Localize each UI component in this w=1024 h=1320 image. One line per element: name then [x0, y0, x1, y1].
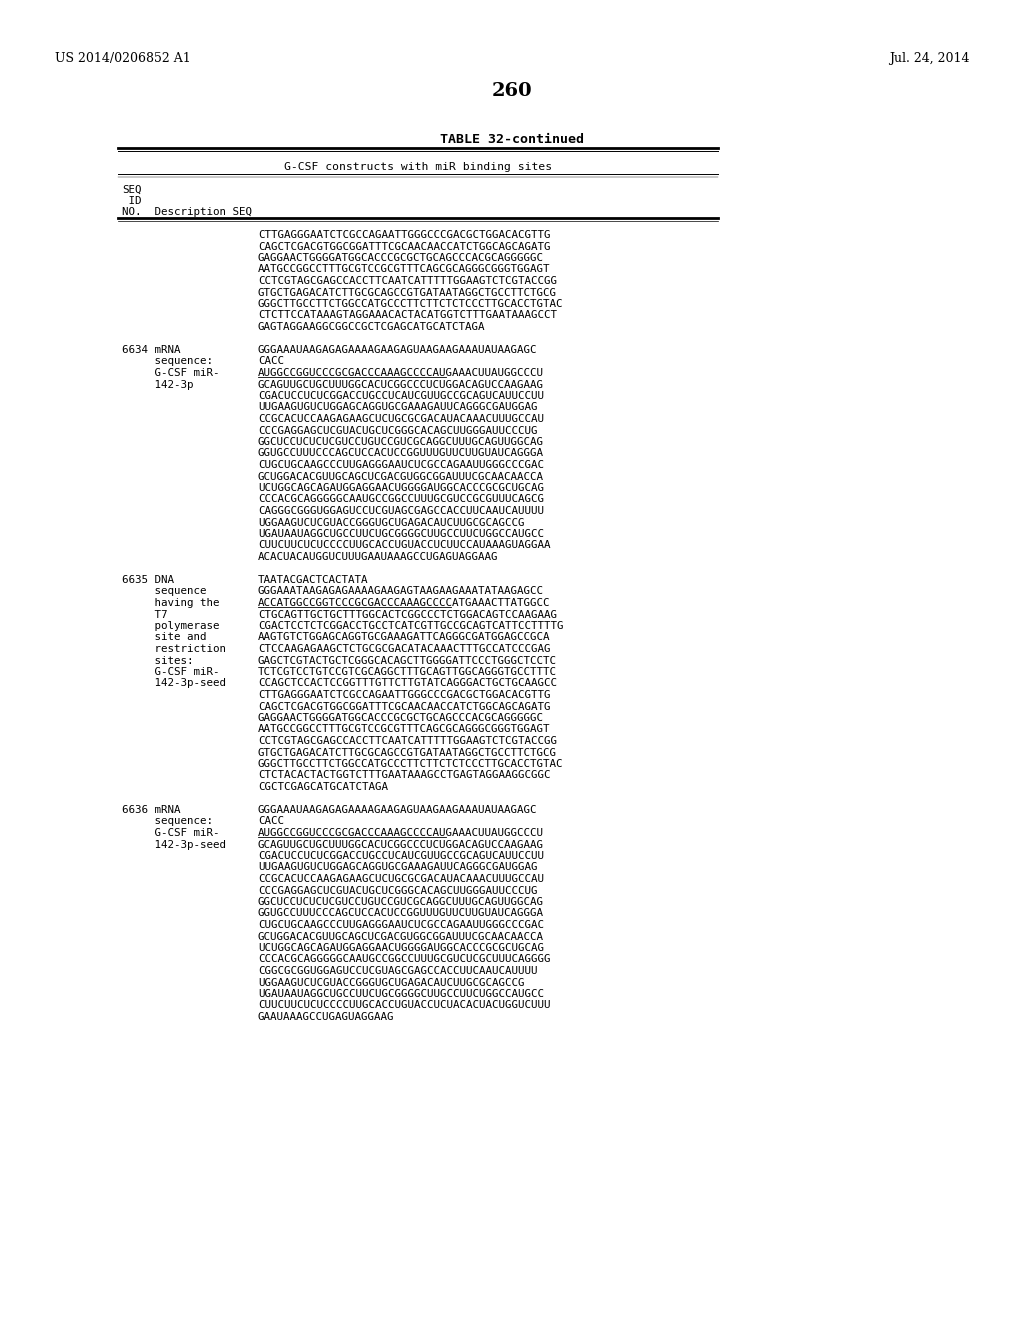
Text: CUGCUGCAAGCCCUUGAGGGAAUCUCGCCAGAAUUGGGCCCGAC: CUGCUGCAAGCCCUUGAGGGAAUCUCGCCAGAAUUGGGCC… [258, 459, 544, 470]
Text: G-CSF miR-: G-CSF miR- [122, 368, 219, 378]
Text: ACCATGGCCGGTCCCGCGACCCAAAGCCCCATGAAACTTATGGCC: ACCATGGCCGGTCCCGCGACCCAAAGCCCCATGAAACTTA… [258, 598, 551, 609]
Text: CCCACGCAGGGGGCAAUGCCGGCCUUUGCGUCUCGCUUUCAGGGG: CCCACGCAGGGGGCAAUGCCGGCCUUUGCGUCUCGCUUUC… [258, 954, 551, 965]
Text: US 2014/0206852 A1: US 2014/0206852 A1 [55, 51, 190, 65]
Text: GAGCTCGTACTGCTCGGGCACAGCTTGGGGATTCCCTGGGCTCCTC: GAGCTCGTACTGCTCGGGCACAGCTTGGGGATTCCCTGGG… [258, 656, 557, 665]
Text: sequence:: sequence: [122, 356, 213, 367]
Text: GGGAAAUAAGAGAGAAAAGAAGAGUAAGAAGAAAUAUAAGAGC: GGGAAAUAAGAGAGAAAAGAAGAGUAAGAAGAAAUAUAAG… [258, 805, 538, 814]
Text: ACACUACAUGGUCUUUGAAUAAAGCCUGAGUAGGAAG: ACACUACAUGGUCUUUGAAUAAAGCCUGAGUAGGAAG [258, 552, 499, 562]
Text: GGUGCCUUUCCCAGCUCCACUCCGGUUUGUUCUUGUAUCAGGGA: GGUGCCUUUCCCAGCUCCACUCCGGUUUGUUCUUGUAUCA… [258, 908, 544, 919]
Text: GAGTAGGAAGGCGGCCGCTCGAGCATGCATCTAGA: GAGTAGGAAGGCGGCCGCTCGAGCATGCATCTAGA [258, 322, 485, 333]
Text: GGUGCCUUUCCCAGCUCCACUCCGGUUUGUUCUUGUAUCAGGGA: GGUGCCUUUCCCAGCUCCACUCCGGUUUGUUCUUGUAUCA… [258, 449, 544, 458]
Text: GCUGGACACGUUGCAGCUCGACGUGGCGGAUUUCGCAACAACCA: GCUGGACACGUUGCAGCUCGACGUGGCGGAUUUCGCAACA… [258, 471, 544, 482]
Text: TCTCGTCCTGTCCGTCGCAGGCTTTGCAGTTGGCAGGGTGCCTTTC: TCTCGTCCTGTCCGTCGCAGGCTTTGCAGTTGGCAGGGTG… [258, 667, 557, 677]
Text: SEQ: SEQ [122, 185, 141, 195]
Text: 6636 mRNA: 6636 mRNA [122, 805, 180, 814]
Text: NO.  Description SEQ: NO. Description SEQ [122, 207, 252, 216]
Text: CAGGGCGGGUGGAGUCCUCGUAGCGAGCCACCUUCAAUCAUUUU: CAGGGCGGGUGGAGUCCUCGUAGCGAGCCACCUUCAAUCA… [258, 506, 544, 516]
Text: AAGTGTCTGGAGCAGGTGCGAAAGATTCAGGGCGATGGAGCCGCA: AAGTGTCTGGAGCAGGTGCGAAAGATTCAGGGCGATGGAG… [258, 632, 551, 643]
Text: GGGAAAUAAGAGAGAAAAGAAGAGUAAGAAGAAAUAUAAGAGC: GGGAAAUAAGAGAGAAAAGAAGAGUAAGAAGAAAUAUAAG… [258, 345, 538, 355]
Text: G-CSF constructs with miR binding sites: G-CSF constructs with miR binding sites [284, 162, 552, 172]
Text: 142-3p-seed: 142-3p-seed [122, 840, 226, 850]
Text: CTTGAGGGAATCTCGCCAGAATTGGGCCCGACGCTGGACACGTTG: CTTGAGGGAATCTCGCCAGAATTGGGCCCGACGCTGGACA… [258, 690, 551, 700]
Text: GGGCTTGCCTTCTGGCCATGCCCTTCTTCTCTCCCTTGCACCTGTAC: GGGCTTGCCTTCTGGCCATGCCCTTCTTCTCTCCCTTGCA… [258, 300, 563, 309]
Text: UUGAAGUGUCUGGAGCAGGUGCGAAAGAUUCAGGGCGAUGGAG: UUGAAGUGUCUGGAGCAGGUGCGAAAGAUUCAGGGCGAUG… [258, 403, 538, 412]
Text: GCAGUUGCUGCUUUGGCACUCGGCCCUCUGGACAGUCCAAGAAG: GCAGUUGCUGCUUUGGCACUCGGCCCUCUGGACAGUCCAA… [258, 840, 544, 850]
Text: AATGCCGGCCTTTGCGTCCGCGTTTCAGCGCAGGGCGGGTGGAGT: AATGCCGGCCTTTGCGTCCGCGTTTCAGCGCAGGGCGGGT… [258, 264, 551, 275]
Text: G-CSF miR-: G-CSF miR- [122, 667, 219, 677]
Text: CACC: CACC [258, 817, 284, 826]
Text: CTCCAAGAGAAGCTCTGCGCGACATACAAACTTTGCCATCCCGAG: CTCCAAGAGAAGCTCTGCGCGACATACAAACTTTGCCATC… [258, 644, 551, 653]
Text: TAATACGACTCACTATA: TAATACGACTCACTATA [258, 576, 369, 585]
Text: sequence:: sequence: [122, 817, 213, 826]
Text: CUUCUUCUCUCCCCUUGCACCUGUACCUCUUCCAUAAAGUAGGAA: CUUCUUCUCUCCCCUUGCACCUGUACCUCUUCCAUAAAGU… [258, 540, 551, 550]
Text: UGAUAAUAGGCUGCCUUCUGCGGGGCUUGCCUUCUGGCCAUGCC: UGAUAAUAGGCUGCCUUCUGCGGGGCUUGCCUUCUGGCCA… [258, 529, 544, 539]
Text: CCTCGTAGCGAGCCACCTTCAATCATTTTTGGAAGTCTCGTACCGG: CCTCGTAGCGAGCCACCTTCAATCATTTTTGGAAGTCTCG… [258, 276, 557, 286]
Text: UUGAAGUGUCUGGAGCAGGUGCGAAAGAUUCAGGGCGAUGGAG: UUGAAGUGUCUGGAGCAGGUGCGAAAGAUUCAGGGCGAUG… [258, 862, 538, 873]
Text: restriction: restriction [122, 644, 226, 653]
Text: GAGGAACTGGGGATGGCACCCGCGCTGCAGCCCACGCAGGGGGC: GAGGAACTGGGGATGGCACCCGCGCTGCAGCCCACGCAGG… [258, 713, 544, 723]
Text: CCCGAGGAGCUCGUACUGCUCGGGCACAGCUUGGGAUUCCCUG: CCCGAGGAGCUCGUACUGCUCGGGCACAGCUUGGGAUUCC… [258, 425, 538, 436]
Text: GGCUCCUCUCUCGUCCUGUCCGUCGCAGGCUUUGCAGUUGGCAG: GGCUCCUCUCUCGUCCUGUCCGUCGCAGGCUUUGCAGUUG… [258, 898, 544, 907]
Text: CUGCUGCAAGCCCUUGAGGGAAUCUCGCCAGAAUUGGGCCCGAC: CUGCUGCAAGCCCUUGAGGGAAUCUCGCCAGAAUUGGGCC… [258, 920, 544, 931]
Text: CAGCTCGACGTGGCGGATTTCGCAACAACCATCTGGCAGCAGATG: CAGCTCGACGTGGCGGATTTCGCAACAACCATCTGGCAGC… [258, 701, 551, 711]
Text: AUGGCCGGUCCCGCGACCCAAAGCCCCAUGAAACUUAUGGCCCU: AUGGCCGGUCCCGCGACCCAAAGCCCCAUGAAACUUAUGG… [258, 368, 544, 378]
Text: UCUGGCAGCAGAUGGAGGAACUGGGGAUGGCACCCGCGCUGCAG: UCUGGCAGCAGAUGGAGGAACUGGGGAUGGCACCCGCGCU… [258, 942, 544, 953]
Text: GTGCTGAGACATCTTGCGCAGCCGTGATAATAGGCTGCCTTCTGCG: GTGCTGAGACATCTTGCGCAGCCGTGATAATAGGCTGCCT… [258, 288, 557, 297]
Text: 142-3p: 142-3p [122, 380, 194, 389]
Text: AATGCCGGCCTTTGCGTCCGCGTTTCAGCGCAGGGCGGGTGGAGT: AATGCCGGCCTTTGCGTCCGCGTTTCAGCGCAGGGCGGGT… [258, 725, 551, 734]
Text: UGGAAGUCUCGUACCGGGUGCUGAGACAUCUUGCGCAGCCG: UGGAAGUCUCGUACCGGGUGCUGAGACAUCUUGCGCAGCC… [258, 517, 524, 528]
Text: CGGCGCGGUGGAGUCCUCGUAGCGAGCCACCUUCAAUCAUUUU: CGGCGCGGUGGAGUCCUCGUAGCGAGCCACCUUCAAUCAU… [258, 966, 538, 975]
Text: CUUCUUCUCUCCCCUUGCACCUGUACCUCUACACUACUGGUCUUU: CUUCUUCUCUCCCCUUGCACCUGUACCUCUACACUACUGG… [258, 1001, 551, 1011]
Text: sequence: sequence [122, 586, 207, 597]
Text: UGGAAGUCUCGUACCGGGUGCUGAGACAUCUUGCGCAGCCG: UGGAAGUCUCGUACCGGGUGCUGAGACAUCUUGCGCAGCC… [258, 978, 524, 987]
Text: 260: 260 [492, 82, 532, 100]
Text: UCUGGCAGCAGAUGGAGGAACUGGGGAUGGCACCCGCGCUGCAG: UCUGGCAGCAGAUGGAGGAACUGGGGAUGGCACCCGCGCU… [258, 483, 544, 492]
Text: CCCACGCAGGGGGCAAUGCCGGCCUUUGCGUCCGCGUUUCAGCG: CCCACGCAGGGGGCAAUGCCGGCCUUUGCGUCCGCGUUUC… [258, 495, 544, 504]
Text: ID: ID [122, 195, 141, 206]
Text: CTTGAGGGAATCTCGCCAGAATTGGGCCCGACGCTGGACACGTTG: CTTGAGGGAATCTCGCCAGAATTGGGCCCGACGCTGGACA… [258, 230, 551, 240]
Text: CCAGCTCCACTCCGGTTTGTTCTTGTATCAGGGACTGCTGCAAGCC: CCAGCTCCACTCCGGTTTGTTCTTGTATCAGGGACTGCTG… [258, 678, 557, 689]
Text: CCGCACUCCAAGAGAAGCUCUGCGCGACAUACAAACUUUGCCAU: CCGCACUCCAAGAGAAGCUCUGCGCGACAUACAAACUUUG… [258, 414, 544, 424]
Text: TABLE 32-continued: TABLE 32-continued [440, 133, 584, 147]
Text: CGCTCGAGCATGCATCTAGA: CGCTCGAGCATGCATCTAGA [258, 781, 388, 792]
Text: polymerase: polymerase [122, 620, 219, 631]
Text: 6635 DNA: 6635 DNA [122, 576, 174, 585]
Text: G-CSF miR-: G-CSF miR- [122, 828, 219, 838]
Text: CTCTTCCATAAAGTAGGAAACACTACATGGTCTTTGAATAAAGCCT: CTCTTCCATAAAGTAGGAAACACTACATGGTCTTTGAATA… [258, 310, 557, 321]
Text: GGGCTTGCCTTCTGGCCATGCCCTTCTTCTCTCCCTTGCACCTGTAC: GGGCTTGCCTTCTGGCCATGCCCTTCTTCTCTCCCTTGCA… [258, 759, 563, 770]
Text: CGACUCCUCUCGGACCUGCCUCAUCGUUGCCGCAGUCAUUCCUU: CGACUCCUCUCGGACCUGCCUCAUCGUUGCCGCAGUCAUU… [258, 851, 544, 861]
Text: CCTCGTAGCGAGCCACCTTCAATCATTTTTGGAAGTCTCGTACCGG: CCTCGTAGCGAGCCACCTTCAATCATTTTTGGAAGTCTCG… [258, 737, 557, 746]
Text: site and: site and [122, 632, 207, 643]
Text: 6634 mRNA: 6634 mRNA [122, 345, 180, 355]
Text: CTCTACACTACTGGTCTTTGAATAAAGCCTGAGTAGGAAGGCGGC: CTCTACACTACTGGTCTTTGAATAAAGCCTGAGTAGGAAG… [258, 771, 551, 780]
Text: AUGGCCGGUCCCGCGACCCAAAGCCCCAUGAAACUUAUGGCCCU: AUGGCCGGUCCCGCGACCCAAAGCCCCAUGAAACUUAUGG… [258, 828, 544, 838]
Text: having the: having the [122, 598, 219, 609]
Text: CGACTCCTCTCGGACCTGCCTCATCGTTGCCGCAGTCATTCCTTTTG: CGACTCCTCTCGGACCTGCCTCATCGTTGCCGCAGTCATT… [258, 620, 563, 631]
Text: UGAUAAUAGGCUGCCUUCUGCGGGGCUUGCCUUCUGGCCAUGCC: UGAUAAUAGGCUGCCUUCUGCGGGGCUUGCCUUCUGGCCA… [258, 989, 544, 999]
Text: GAGGAACTGGGGATGGCACCCGCGCTGCAGCCCACGCAGGGGGC: GAGGAACTGGGGATGGCACCCGCGCTGCAGCCCACGCAGG… [258, 253, 544, 263]
Text: GCAGUUGCUGCUUUGGCACUCGGCCCUCUGGACAGUCCAAGAAG: GCAGUUGCUGCUUUGGCACUCGGCCCUCUGGACAGUCCAA… [258, 380, 544, 389]
Text: 142-3p-seed: 142-3p-seed [122, 678, 226, 689]
Text: CTGCAGTTGCTGCTTTGGCACTCGGCCCTCTGGACAGTCCAAGAAG: CTGCAGTTGCTGCTTTGGCACTCGGCCCTCTGGACAGTCC… [258, 610, 557, 619]
Text: CCCGAGGAGCUCGUACUGCUCGGGCACAGCUUGGGAUUCCCUG: CCCGAGGAGCUCGUACUGCUCGGGCACAGCUUGGGAUUCC… [258, 886, 538, 895]
Text: Jul. 24, 2014: Jul. 24, 2014 [890, 51, 970, 65]
Text: CAGCTCGACGTGGCGGATTTCGCAACAACCATCTGGCAGCAGATG: CAGCTCGACGTGGCGGATTTCGCAACAACCATCTGGCAGC… [258, 242, 551, 252]
Text: CGACUCCUCUCGGACCUGCCUCAUCGUUGCCGCAGUCAUUCCUU: CGACUCCUCUCGGACCUGCCUCAUCGUUGCCGCAGUCAUU… [258, 391, 544, 401]
Text: CCGCACUCCAAGAGAAGCUCUGCGCGACAUACAAACUUUGCCAU: CCGCACUCCAAGAGAAGCUCUGCGCGACAUACAAACUUUG… [258, 874, 544, 884]
Text: GGCUCCUCUCUCGUCCUGUCCGUCGCAGGCUUUGCAGUUGGCAG: GGCUCCUCUCUCGUCCUGUCCGUCGCAGGCUUUGCAGUUG… [258, 437, 544, 447]
Text: GTGCTGAGACATCTTGCGCAGCCGTGATAATAGGCTGCCTTCTGCG: GTGCTGAGACATCTTGCGCAGCCGTGATAATAGGCTGCCT… [258, 747, 557, 758]
Text: T7: T7 [122, 610, 168, 619]
Text: GAAUAAAGCCUGAGUAGGAAG: GAAUAAAGCCUGAGUAGGAAG [258, 1012, 394, 1022]
Text: sites:: sites: [122, 656, 194, 665]
Text: CACC: CACC [258, 356, 284, 367]
Text: GCUGGACACGUUGCAGCUCGACGUGGCGGAUUUCGCAACAACCA: GCUGGACACGUUGCAGCUCGACGUGGCGGAUUUCGCAACA… [258, 932, 544, 941]
Text: GGGAAATAAGAGAGAAAAGAAGAGTAAGAAGAAATATAAGAGCC: GGGAAATAAGAGAGAAAAGAAGAGTAAGAAGAAATATAAG… [258, 586, 544, 597]
